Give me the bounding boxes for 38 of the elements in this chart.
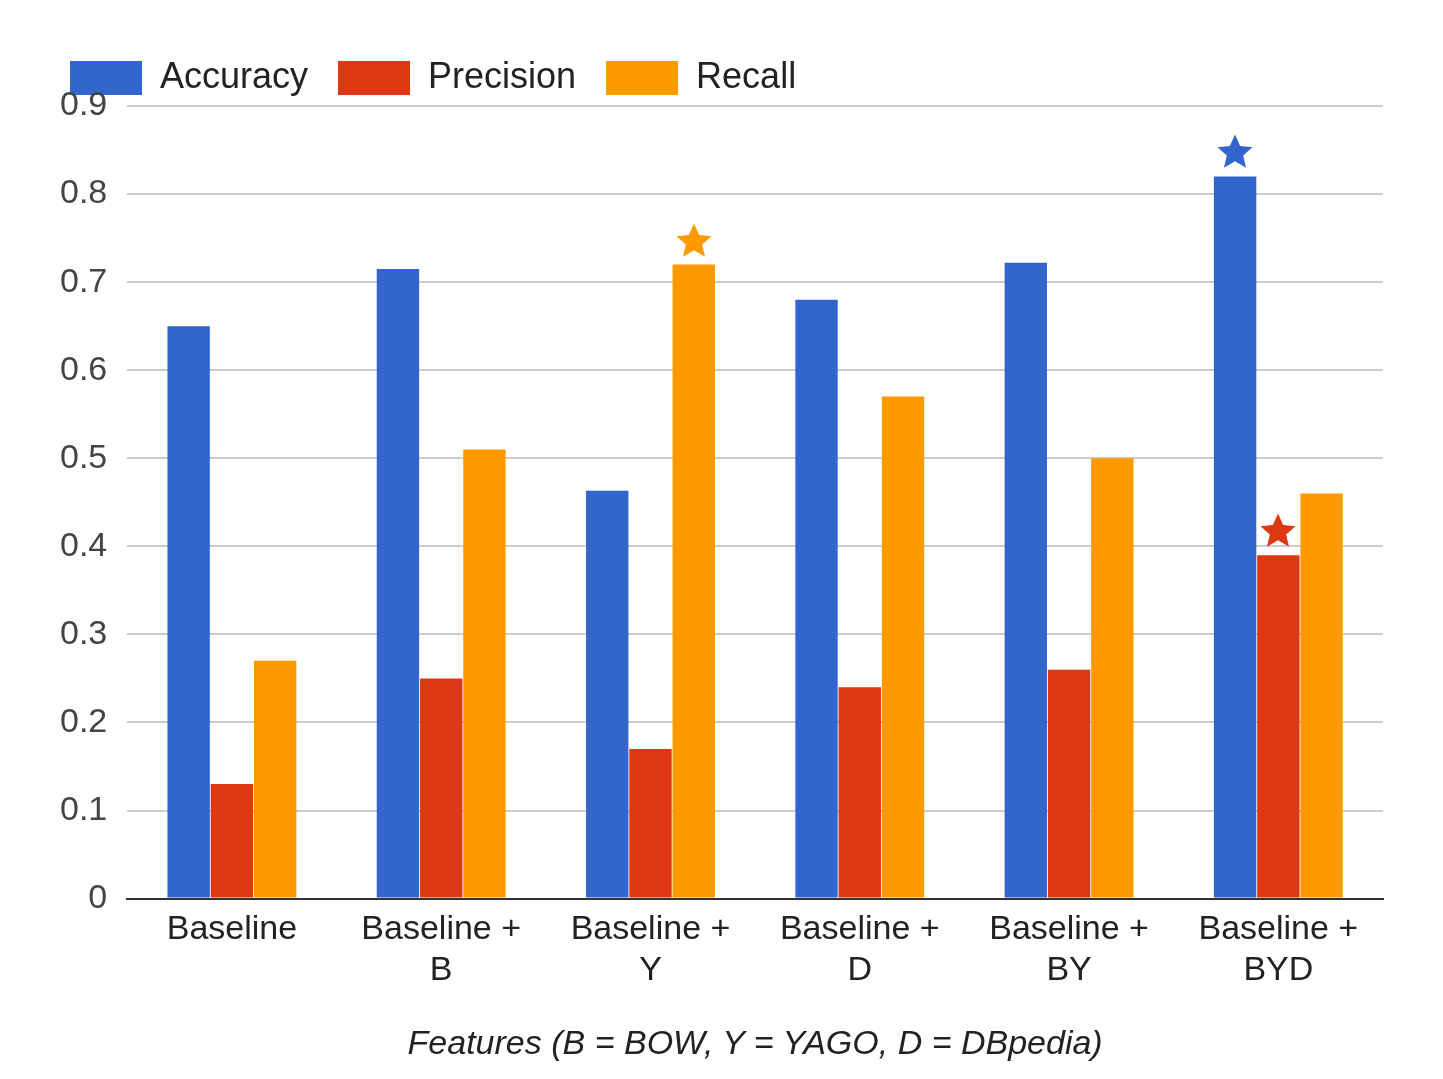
bar — [420, 678, 463, 898]
y-tick-label: 0.4 — [60, 524, 108, 563]
y-tick-label: 0.8 — [60, 172, 108, 211]
x-tick-label: Baseline + B — [361, 908, 522, 988]
bar — [629, 748, 672, 898]
y-tick-label: 0.3 — [60, 612, 108, 651]
y-tick-label: 0.2 — [60, 700, 108, 739]
bar — [1257, 555, 1300, 898]
bar — [795, 299, 838, 898]
x-tick-label: Baseline + Y — [570, 908, 731, 988]
x-tick-label: Baseline + D — [779, 908, 940, 988]
bar — [167, 326, 210, 898]
x-tick-label: Baseline — [166, 908, 298, 947]
bar — [1300, 493, 1343, 898]
bar — [376, 268, 420, 898]
y-tick-label: 0.6 — [60, 348, 108, 387]
legend-label: Recall — [696, 54, 797, 96]
y-tick-label: 0.9 — [60, 84, 108, 123]
x-tick-label: Baseline + BY — [989, 908, 1149, 988]
x-axis-title: Features (B = BOW, Y = YAGO, D = DBpedia) — [407, 1023, 1103, 1062]
bar — [1091, 458, 1134, 898]
y-tick-label: 0 — [88, 876, 108, 915]
bar — [253, 660, 297, 898]
legend-label: Accuracy — [160, 54, 309, 96]
y-tick-label: 0.5 — [60, 436, 108, 475]
x-tick-label: Baseline + BYD — [1198, 908, 1359, 988]
bar — [881, 396, 925, 898]
bar — [1047, 669, 1091, 898]
bar — [672, 264, 715, 898]
y-tick-label: 0.7 — [60, 260, 108, 299]
bar — [1213, 176, 1257, 898]
bar — [1004, 262, 1048, 898]
bar — [210, 784, 254, 898]
bar — [838, 687, 881, 898]
bar — [586, 490, 629, 898]
legend-label: Precision — [428, 54, 577, 96]
bar — [463, 449, 506, 898]
y-tick-label: 0.1 — [60, 788, 108, 827]
